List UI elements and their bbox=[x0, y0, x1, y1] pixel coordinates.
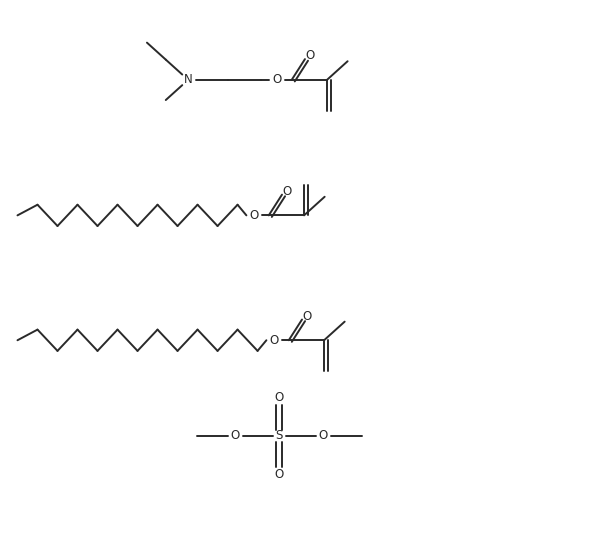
Text: O: O bbox=[319, 430, 328, 442]
Text: O: O bbox=[249, 209, 258, 222]
Text: O: O bbox=[273, 74, 282, 86]
Text: O: O bbox=[302, 310, 311, 323]
Text: N: N bbox=[184, 74, 192, 86]
Text: O: O bbox=[230, 430, 240, 442]
Text: O: O bbox=[274, 468, 284, 481]
Text: O: O bbox=[282, 185, 291, 198]
Text: O: O bbox=[274, 391, 284, 404]
Text: O: O bbox=[305, 49, 314, 62]
Text: O: O bbox=[270, 333, 279, 347]
Text: S: S bbox=[276, 430, 283, 442]
